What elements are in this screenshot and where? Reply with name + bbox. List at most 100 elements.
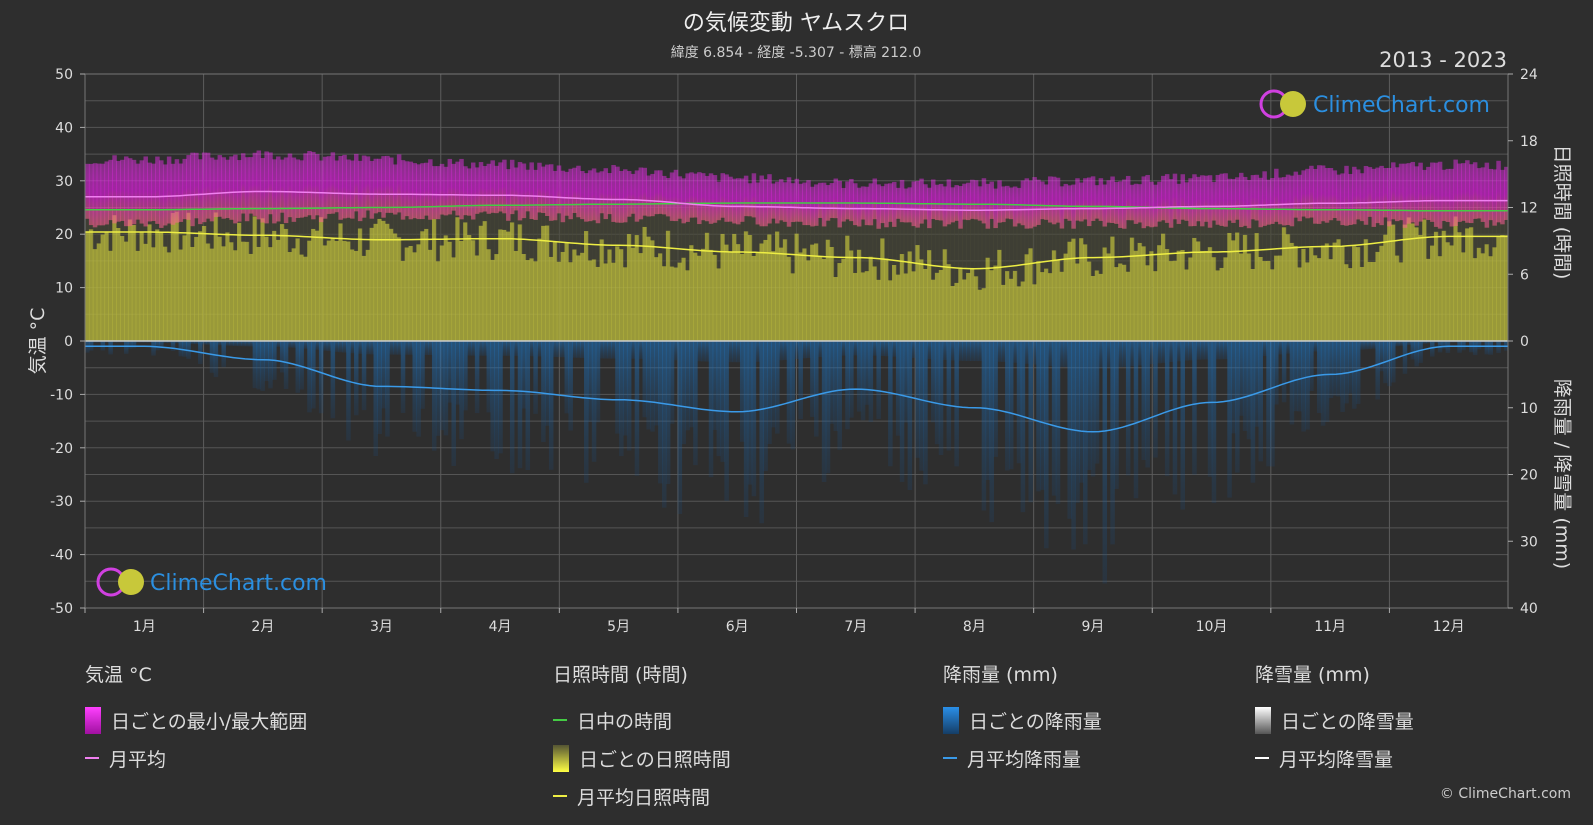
- rain-bar: [642, 341, 648, 418]
- rain-bar: [1293, 341, 1299, 412]
- temp-range-bar: [1235, 177, 1240, 220]
- sunshine-bar: [1153, 271, 1158, 341]
- sunshine-bar: [502, 229, 507, 341]
- sunshine-bar: [685, 270, 690, 341]
- sunshine-bar: [463, 222, 468, 341]
- rain-bar: [650, 341, 655, 432]
- daylight-gap-bar: [447, 206, 453, 242]
- daylight-gap-bar: [626, 204, 632, 235]
- rain-bar: [155, 341, 160, 351]
- rain-bar: [525, 341, 531, 471]
- daylight-gap-bar: [1005, 204, 1010, 272]
- sunshine-bar: [1437, 256, 1443, 341]
- rain-bar: [291, 341, 297, 348]
- legend-item: 月平均日照時間: [553, 777, 731, 815]
- temp-range-bar: [849, 178, 854, 222]
- sunshine-bar: [490, 259, 495, 341]
- temp-range-bar: [1293, 171, 1299, 218]
- daylight-gap-bar: [1324, 209, 1330, 244]
- daylight-gap-bar: [151, 209, 156, 248]
- sunshine-bar: [693, 252, 698, 341]
- daylight-gap-bar: [860, 203, 866, 273]
- temp-range-bar: [143, 156, 148, 227]
- temp-range-bar: [408, 161, 414, 220]
- temp-range-bar: [155, 156, 160, 224]
- sunshine-bar: [400, 260, 406, 341]
- temp-range-bar: [736, 178, 741, 225]
- daylight-gap-bar: [1036, 205, 1041, 262]
- legend-sunshine: 日照時間 (時間) 日中の時間 日ごとの日照時間 月平均日照時間: [553, 660, 731, 815]
- temp-range-bar: [923, 184, 928, 220]
- rain-bar: [821, 341, 827, 483]
- temp-range-bar: [447, 158, 453, 215]
- temp-range-bar: [1406, 163, 1412, 224]
- temp-range-bar: [104, 161, 109, 225]
- sunshine-bar: [127, 219, 133, 341]
- temp-range-bar: [1250, 175, 1256, 220]
- temp-range-bar: [478, 162, 484, 213]
- temp-range-bar: [509, 159, 515, 215]
- legend-label: 日ごとの日照時間: [579, 748, 731, 771]
- daylight-gap-bar: [685, 203, 690, 271]
- rain-bar: [1414, 341, 1419, 367]
- rain-bar: [903, 341, 909, 423]
- sunshine-bar: [650, 240, 655, 341]
- sunshine-bar: [342, 240, 347, 341]
- daylight-gap-bar: [884, 203, 889, 259]
- sunshine-bar: [888, 280, 893, 341]
- temp-range-bar: [424, 162, 429, 216]
- rain-bar: [1387, 341, 1392, 387]
- sunshine-bar: [1433, 231, 1439, 341]
- temp-range-bar: [365, 156, 371, 211]
- temp-range-bar: [1258, 177, 1263, 228]
- sunshine-bar: [369, 227, 375, 341]
- temp-range-bar: [833, 178, 839, 219]
- daylight-gap-bar: [1223, 208, 1228, 258]
- rain-bar: [213, 341, 219, 378]
- sunshine-bar: [997, 249, 1002, 341]
- rain-bar: [927, 341, 932, 360]
- temp-range-bar: [233, 154, 238, 224]
- sunshine-bar: [1500, 234, 1505, 341]
- sunshine-bar: [903, 273, 909, 341]
- daylight-gap-bar: [743, 203, 749, 232]
- temp-range-bar: [1281, 177, 1287, 226]
- rain-bar: [400, 341, 406, 413]
- daylight-gap-bar: [1359, 209, 1365, 267]
- rain-bar: [1161, 341, 1166, 363]
- rain-bar: [1285, 341, 1291, 354]
- rain-bar: [252, 341, 258, 389]
- rain-bar: [923, 341, 928, 485]
- rain-bar: [1328, 341, 1334, 399]
- rain-bar: [1266, 341, 1271, 467]
- legend-rain: 降雨量 (mm) 日ごとの降雨量 月平均降雨量: [943, 660, 1102, 777]
- temp-range-bar: [681, 178, 686, 224]
- rain-bar: [950, 341, 955, 361]
- daylight-gap-bar: [931, 203, 936, 280]
- sunshine-bar: [1161, 233, 1166, 341]
- daylight-gap-bar: [1008, 204, 1014, 279]
- temp-range-bar: [1484, 162, 1490, 228]
- rain-bar: [490, 341, 495, 452]
- temp-range-bar: [127, 158, 133, 227]
- sunshine-bar: [354, 250, 359, 341]
- sunshine-bar: [213, 212, 219, 341]
- temp-range-bar: [459, 158, 464, 220]
- temp-range-bar: [786, 177, 792, 227]
- sunshine-bar: [291, 248, 297, 341]
- temp-range-bar: [1040, 181, 1045, 220]
- rain-bar: [486, 341, 492, 413]
- daylight-gap-bar: [392, 207, 398, 234]
- daylight-gap-bar: [1492, 210, 1497, 248]
- sunshine-bar: [985, 257, 991, 341]
- sunshine-bar: [513, 250, 519, 341]
- rain-bar: [1001, 341, 1006, 362]
- temp-range-bar: [1437, 161, 1443, 229]
- sunshine-bar: [459, 240, 464, 341]
- daylight-gap-bar: [1254, 208, 1260, 234]
- rain-bar: [1110, 341, 1115, 545]
- sunshine-bar: [1348, 268, 1353, 341]
- sunshine-bar: [1005, 271, 1010, 341]
- sunshine-bar: [895, 274, 901, 341]
- daylight-gap-bar: [451, 206, 456, 258]
